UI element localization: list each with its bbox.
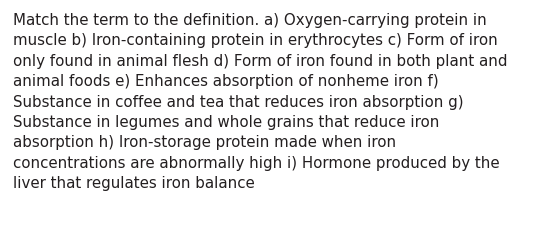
Text: Match the term to the definition. a) Oxygen-carrying protein in
muscle b) Iron-c: Match the term to the definition. a) Oxy… bbox=[13, 13, 507, 190]
